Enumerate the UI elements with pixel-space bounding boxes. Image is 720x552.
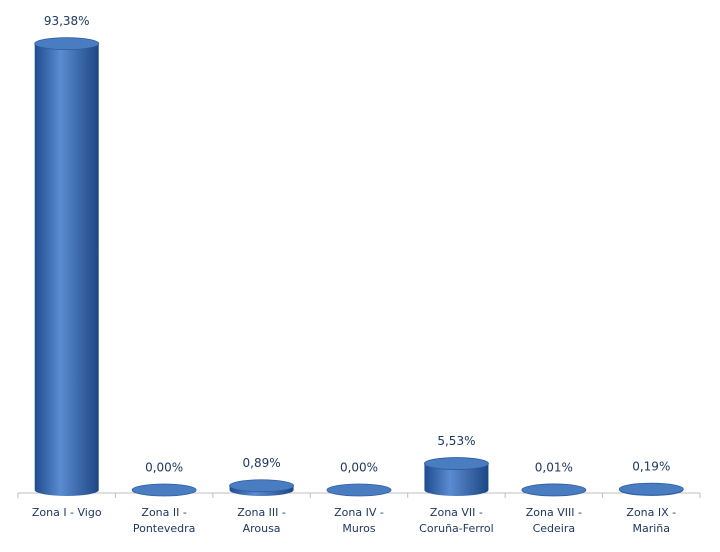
x-tick-label: Zona III - Arousa — [237, 506, 286, 535]
value-label: 0,00% — [340, 461, 378, 475]
value-label: 5,53% — [437, 434, 475, 448]
bar-top — [424, 457, 489, 470]
value-label: 0,19% — [632, 460, 670, 474]
x-tick-label: Zona IV - Muros — [334, 506, 384, 535]
value-label: 0,01% — [535, 460, 573, 474]
bar-top — [618, 482, 684, 496]
bar — [34, 37, 100, 497]
bar-top — [131, 483, 197, 497]
bar — [521, 483, 587, 497]
bar-top — [521, 483, 587, 497]
bar — [229, 479, 294, 496]
x-tick-label: Zona IX - Mariña — [626, 506, 677, 535]
bar-top — [34, 37, 100, 51]
bar-top — [229, 479, 294, 493]
x-tick-label: Zona I - Vigo — [31, 506, 102, 519]
value-label: 0,00% — [145, 461, 183, 475]
bar-body — [34, 43, 99, 497]
value-label: 93,38% — [44, 14, 90, 28]
bar — [618, 482, 684, 497]
bar — [131, 483, 197, 497]
x-tick-label: Zona II - Pontevedra — [132, 506, 196, 535]
value-label: 0,89% — [243, 456, 281, 470]
bar — [326, 483, 392, 497]
bar — [424, 457, 489, 497]
x-tick-label: Zona VII - Coruña-Ferrol — [419, 506, 494, 535]
bar-top — [326, 483, 392, 497]
x-tick-label: Zona VIII - Cedeira — [525, 506, 582, 535]
bar-body — [424, 463, 489, 497]
